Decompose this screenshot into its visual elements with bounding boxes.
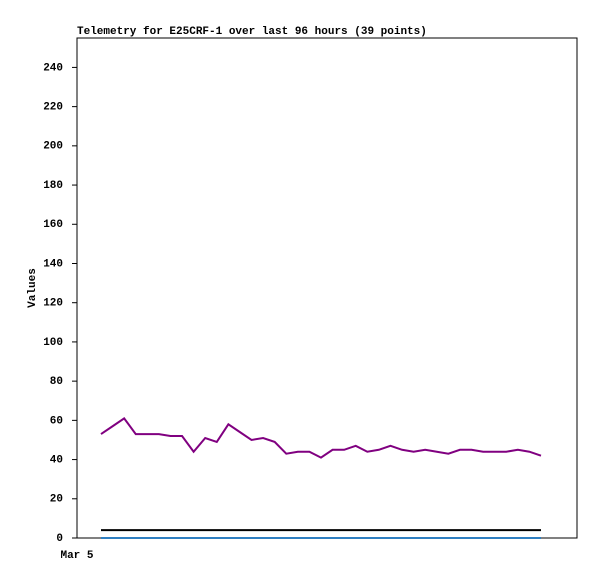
y-tick-label: 0 [56, 533, 63, 545]
y-tick-label: 200 [43, 141, 63, 153]
y-tick-label: 120 [43, 298, 63, 310]
y-tick-label: 160 [43, 219, 63, 231]
y-tick-label: 240 [43, 62, 63, 74]
y-tick-label: 100 [43, 337, 63, 349]
x-tick-label: Mar 5 [60, 550, 93, 562]
chart-title: Telemetry for E25CRF-1 over last 96 hour… [77, 26, 427, 38]
y-tick-label: 20 [50, 494, 63, 506]
y-tick-label: 60 [50, 415, 63, 427]
series-line [100, 417, 542, 459]
y-tick-label: 220 [43, 102, 63, 114]
y-tick-label: 180 [43, 180, 63, 192]
y-axis-label: Values [27, 268, 39, 308]
y-tick-label: 140 [43, 258, 63, 270]
y-tick-label: 80 [50, 376, 63, 388]
y-tick-label: 40 [50, 454, 63, 466]
